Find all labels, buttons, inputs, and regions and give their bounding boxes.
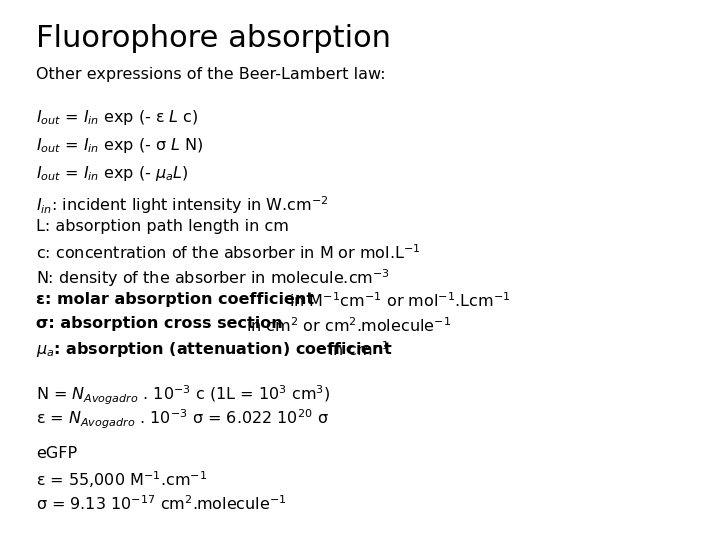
- Text: σ = 9.13 10$^{-17}$ cm$^{2}$.molecule$^{-1}$: σ = 9.13 10$^{-17}$ cm$^{2}$.molecule$^{…: [36, 494, 287, 513]
- Text: in M$^{-1}$cm$^{-1}$ or mol$^{-1}$.Lcm$^{-1}$: in M$^{-1}$cm$^{-1}$ or mol$^{-1}$.Lcm$^…: [284, 292, 511, 310]
- Text: $\mu_a$: absorption (attenuation) coefficient: $\mu_a$: absorption (attenuation) coeffi…: [36, 340, 392, 359]
- Text: in cm$^{2}$ or cm$^{2}$.molecule$^{-1}$: in cm$^{2}$ or cm$^{2}$.molecule$^{-1}$: [241, 316, 451, 335]
- Text: eGFP: eGFP: [36, 446, 77, 461]
- Text: c: concentration of the absorber in M or mol.L$^{-1}$: c: concentration of the absorber in M or…: [36, 243, 420, 262]
- Text: in cm$^{-1}$: in cm$^{-1}$: [323, 340, 390, 359]
- Text: Other expressions of the Beer-Lambert law:: Other expressions of the Beer-Lambert la…: [36, 68, 386, 83]
- Text: $I_{out}$ = $I_{in}$ exp (- σ $L$ N): $I_{out}$ = $I_{in}$ exp (- σ $L$ N): [36, 136, 203, 155]
- Text: $I_{in}$: incident light intensity in W.cm$^{-2}$: $I_{in}$: incident light intensity in W.…: [36, 194, 328, 216]
- Text: N = $N_{Avogadro}$ . 10$^{-3}$ c (1L = 10$^{3}$ cm$^{3}$): N = $N_{Avogadro}$ . 10$^{-3}$ c (1L = 1…: [36, 383, 330, 407]
- Text: σ: absorption cross section: σ: absorption cross section: [36, 316, 283, 331]
- Text: N: density of the absorber in molecule.cm$^{-3}$: N: density of the absorber in molecule.c…: [36, 267, 390, 289]
- Text: Fluorophore absorption: Fluorophore absorption: [36, 24, 391, 53]
- Text: ε: molar absorption coefficient: ε: molar absorption coefficient: [36, 292, 314, 307]
- Text: $I_{out}$ = $I_{in}$ exp (- $\mu_a$$L$): $I_{out}$ = $I_{in}$ exp (- $\mu_a$$L$): [36, 164, 189, 183]
- Text: ε = $N_{Avogadro}$ . 10$^{-3}$ σ = 6.022 10$^{20}$ σ: ε = $N_{Avogadro}$ . 10$^{-3}$ σ = 6.022…: [36, 408, 329, 431]
- Text: L: absorption path length in cm: L: absorption path length in cm: [36, 219, 289, 234]
- Text: ε = 55,000 M$^{-1}$.cm$^{-1}$: ε = 55,000 M$^{-1}$.cm$^{-1}$: [36, 470, 207, 490]
- Text: $I_{out}$ = $I_{in}$ exp (- ε $L$ c): $I_{out}$ = $I_{in}$ exp (- ε $L$ c): [36, 108, 199, 127]
